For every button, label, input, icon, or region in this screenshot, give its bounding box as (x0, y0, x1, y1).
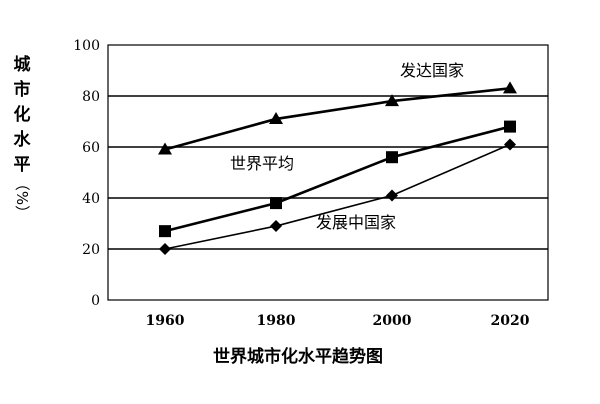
triangle-point (158, 142, 172, 155)
square-point (270, 197, 282, 210)
diamond-point (504, 138, 516, 151)
grid-layer (108, 95, 548, 250)
series-layer (158, 81, 517, 255)
y-tick-label: 0 (91, 293, 100, 309)
plot-frame (107, 44, 549, 301)
y-axis-label-char: 化 (14, 104, 31, 125)
y-tick-label: 20 (82, 242, 100, 258)
y-axis-unit: （%） (13, 176, 31, 220)
series-line-1 (164, 87, 511, 151)
x-tick-label: 2000 (373, 313, 412, 329)
y-tick-label: 80 (82, 89, 100, 105)
diamond-point (270, 220, 282, 233)
y-tick-label: 40 (82, 191, 100, 207)
triangle-point (503, 81, 517, 94)
y-tick-label: 100 (73, 38, 100, 54)
square-point (159, 225, 171, 238)
triangle-point (269, 111, 283, 124)
y-axis-label-char: 城 (14, 55, 31, 75)
label-layer: 0 20 40 60 80 100 1960 1980 2000 2020 城市化水平（%） 发达国家… (13, 38, 530, 329)
y-axis-label-char: 平 (14, 155, 31, 175)
series-label-3: 发展中国家 (316, 213, 396, 232)
y-tick-label: 60 (82, 140, 100, 156)
series-line-2 (164, 125, 511, 233)
square-point (386, 151, 398, 164)
diamond-point (159, 243, 171, 255)
diamond-point (386, 189, 398, 202)
series-label-2: 世界平均 (230, 154, 294, 173)
x-tick-label: 1980 (257, 313, 296, 329)
triangle-point (385, 94, 399, 107)
series-label-1: 发达国家 (400, 61, 464, 80)
x-tick-label: 2020 (491, 313, 530, 329)
axis-layer (107, 44, 549, 301)
x-tick-label: 1960 (146, 313, 185, 329)
series-line-3 (164, 143, 511, 250)
chart-title: 世界城市化水平趋势图 (213, 346, 383, 367)
y-axis-unit-group: （%） (13, 176, 31, 220)
y-axis-label-char: 市 (14, 79, 31, 100)
y-axis-label-char: 水 (14, 129, 32, 150)
square-point (504, 120, 516, 133)
